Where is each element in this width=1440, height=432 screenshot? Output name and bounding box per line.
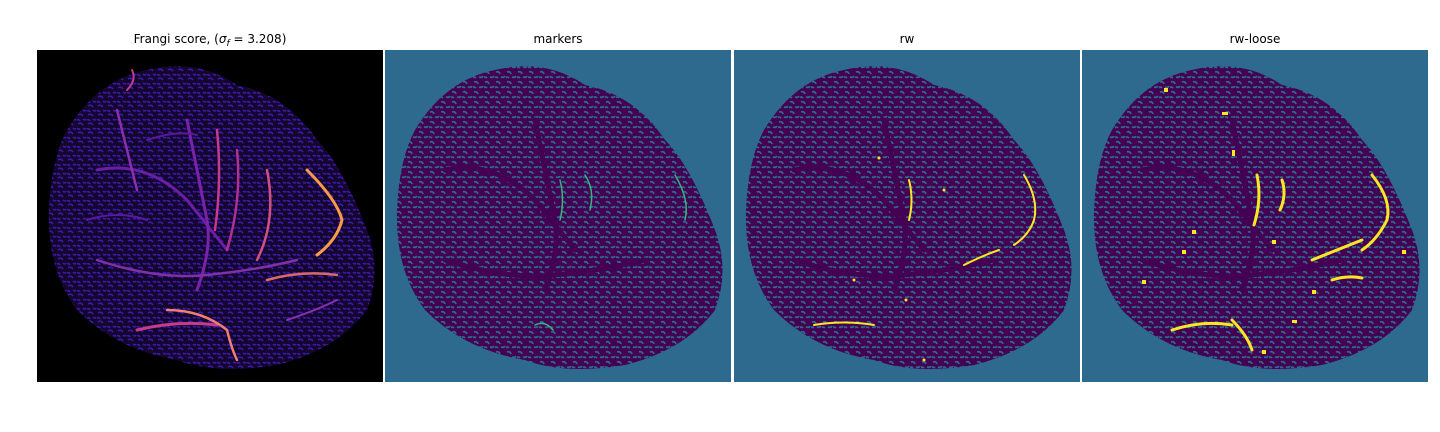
rw-segments [813,174,1037,326]
frangi-panel [37,50,383,382]
panel-title-rw-loose: rw-loose [1229,32,1281,46]
frangi-vessels [86,69,344,362]
markers-panel [385,50,731,382]
markers-vessels [442,117,648,293]
rw-loose-segments [1170,173,1390,352]
rw-image [734,50,1080,382]
frangi-title-suffix: = 3.208) [229,32,287,46]
panel-title-markers: markers [533,32,583,46]
rw-loose-dots [1142,88,1406,354]
panel-title-rw: rw [899,32,915,46]
rw-loose-image [1082,50,1428,382]
rw-panel [734,50,1080,382]
rw-loose-panel [1082,50,1428,382]
marker-strokes [534,174,687,331]
rw-dots [852,156,946,362]
frangi-image [37,50,383,382]
rw-loose-vessels [1139,117,1345,293]
frangi-title-sigma: σ [218,32,227,46]
rw-vessels [791,117,997,293]
panel-title-frangi: Frangi score, (σf = 3.208) [37,32,383,49]
markers-image [385,50,731,382]
frangi-title-subscript: f [226,39,230,49]
frangi-title-prefix: Frangi score, ( [133,32,219,46]
